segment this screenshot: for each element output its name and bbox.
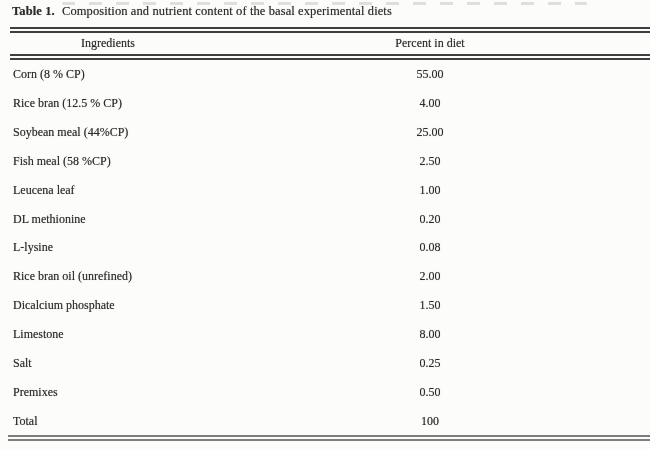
- percent-cell: 25.00: [370, 125, 490, 140]
- ingredient-cell: Total: [10, 414, 370, 429]
- table-caption-text: Composition and nutrient content of the …: [62, 4, 392, 18]
- table-row: Rice bran (12.5 % CP) 4.00: [10, 89, 650, 118]
- percent-cell: 0.50: [370, 385, 490, 400]
- table-row: Total 100: [10, 407, 650, 436]
- table-row: DL methionine 0.20: [10, 205, 650, 234]
- table-body: Corn (8 % CP) 55.00 Rice bran (12.5 % CP…: [10, 60, 650, 436]
- table-row: Rice bran oil (unrefined) 2.00: [10, 262, 650, 291]
- percent-cell: 0.20: [370, 212, 490, 227]
- percent-cell: 2.00: [370, 269, 490, 284]
- table-row: Premixes 0.50: [10, 378, 650, 407]
- table-row: Fish meal (58 %CP) 2.50: [10, 147, 650, 176]
- percent-cell: 1.00: [370, 183, 490, 198]
- table-row: Corn (8 % CP) 55.00: [10, 60, 650, 89]
- ingredient-cell: Rice bran oil (unrefined): [10, 269, 370, 284]
- ingredient-cell: DL methionine: [10, 212, 370, 227]
- ingredient-cell: Dicalcium phosphate: [10, 298, 370, 313]
- percent-cell: 100: [370, 414, 490, 429]
- table-row: Soybean meal (44%CP) 25.00: [10, 118, 650, 147]
- percent-cell: 55.00: [370, 67, 490, 82]
- percent-cell: 8.00: [370, 327, 490, 342]
- ingredient-cell: Rice bran (12.5 % CP): [10, 96, 370, 111]
- table-row: L-lysine 0.08: [10, 234, 650, 263]
- ingredient-cell: L-lysine: [10, 240, 370, 255]
- ingredient-cell: Limestone: [10, 327, 370, 342]
- table-caption-label: Table 1.: [12, 4, 55, 18]
- ingredient-cell: Soybean meal (44%CP): [10, 125, 370, 140]
- ingredient-cell: Corn (8 % CP): [10, 67, 370, 82]
- table-bottom-rule: [8, 435, 650, 441]
- ingredient-cell: Leucena leaf: [10, 183, 370, 198]
- column-header-percent-in-diet: Percent in diet: [370, 36, 490, 51]
- percent-cell: 0.25: [370, 356, 490, 371]
- percent-cell: 2.50: [370, 154, 490, 169]
- table-header-row: Ingredients Percent in diet: [10, 33, 650, 54]
- ingredient-cell: Salt: [10, 356, 370, 371]
- table-row: Dicalcium phosphate 1.50: [10, 291, 650, 320]
- percent-cell: 4.00: [370, 96, 490, 111]
- column-header-ingredients: Ingredients: [10, 36, 206, 51]
- table-row: Salt 0.25: [10, 349, 650, 378]
- scanned-paper-table-page: Table 1. Composition and nutrient conten…: [0, 0, 650, 450]
- table-row: Leucena leaf 1.00: [10, 176, 650, 205]
- table-caption: Table 1. Composition and nutrient conten…: [12, 4, 392, 19]
- ingredient-cell: Premixes: [10, 385, 370, 400]
- percent-cell: 0.08: [370, 240, 490, 255]
- table-row: Limestone 8.00: [10, 320, 650, 349]
- ingredient-cell: Fish meal (58 %CP): [10, 154, 370, 169]
- percent-cell: 1.50: [370, 298, 490, 313]
